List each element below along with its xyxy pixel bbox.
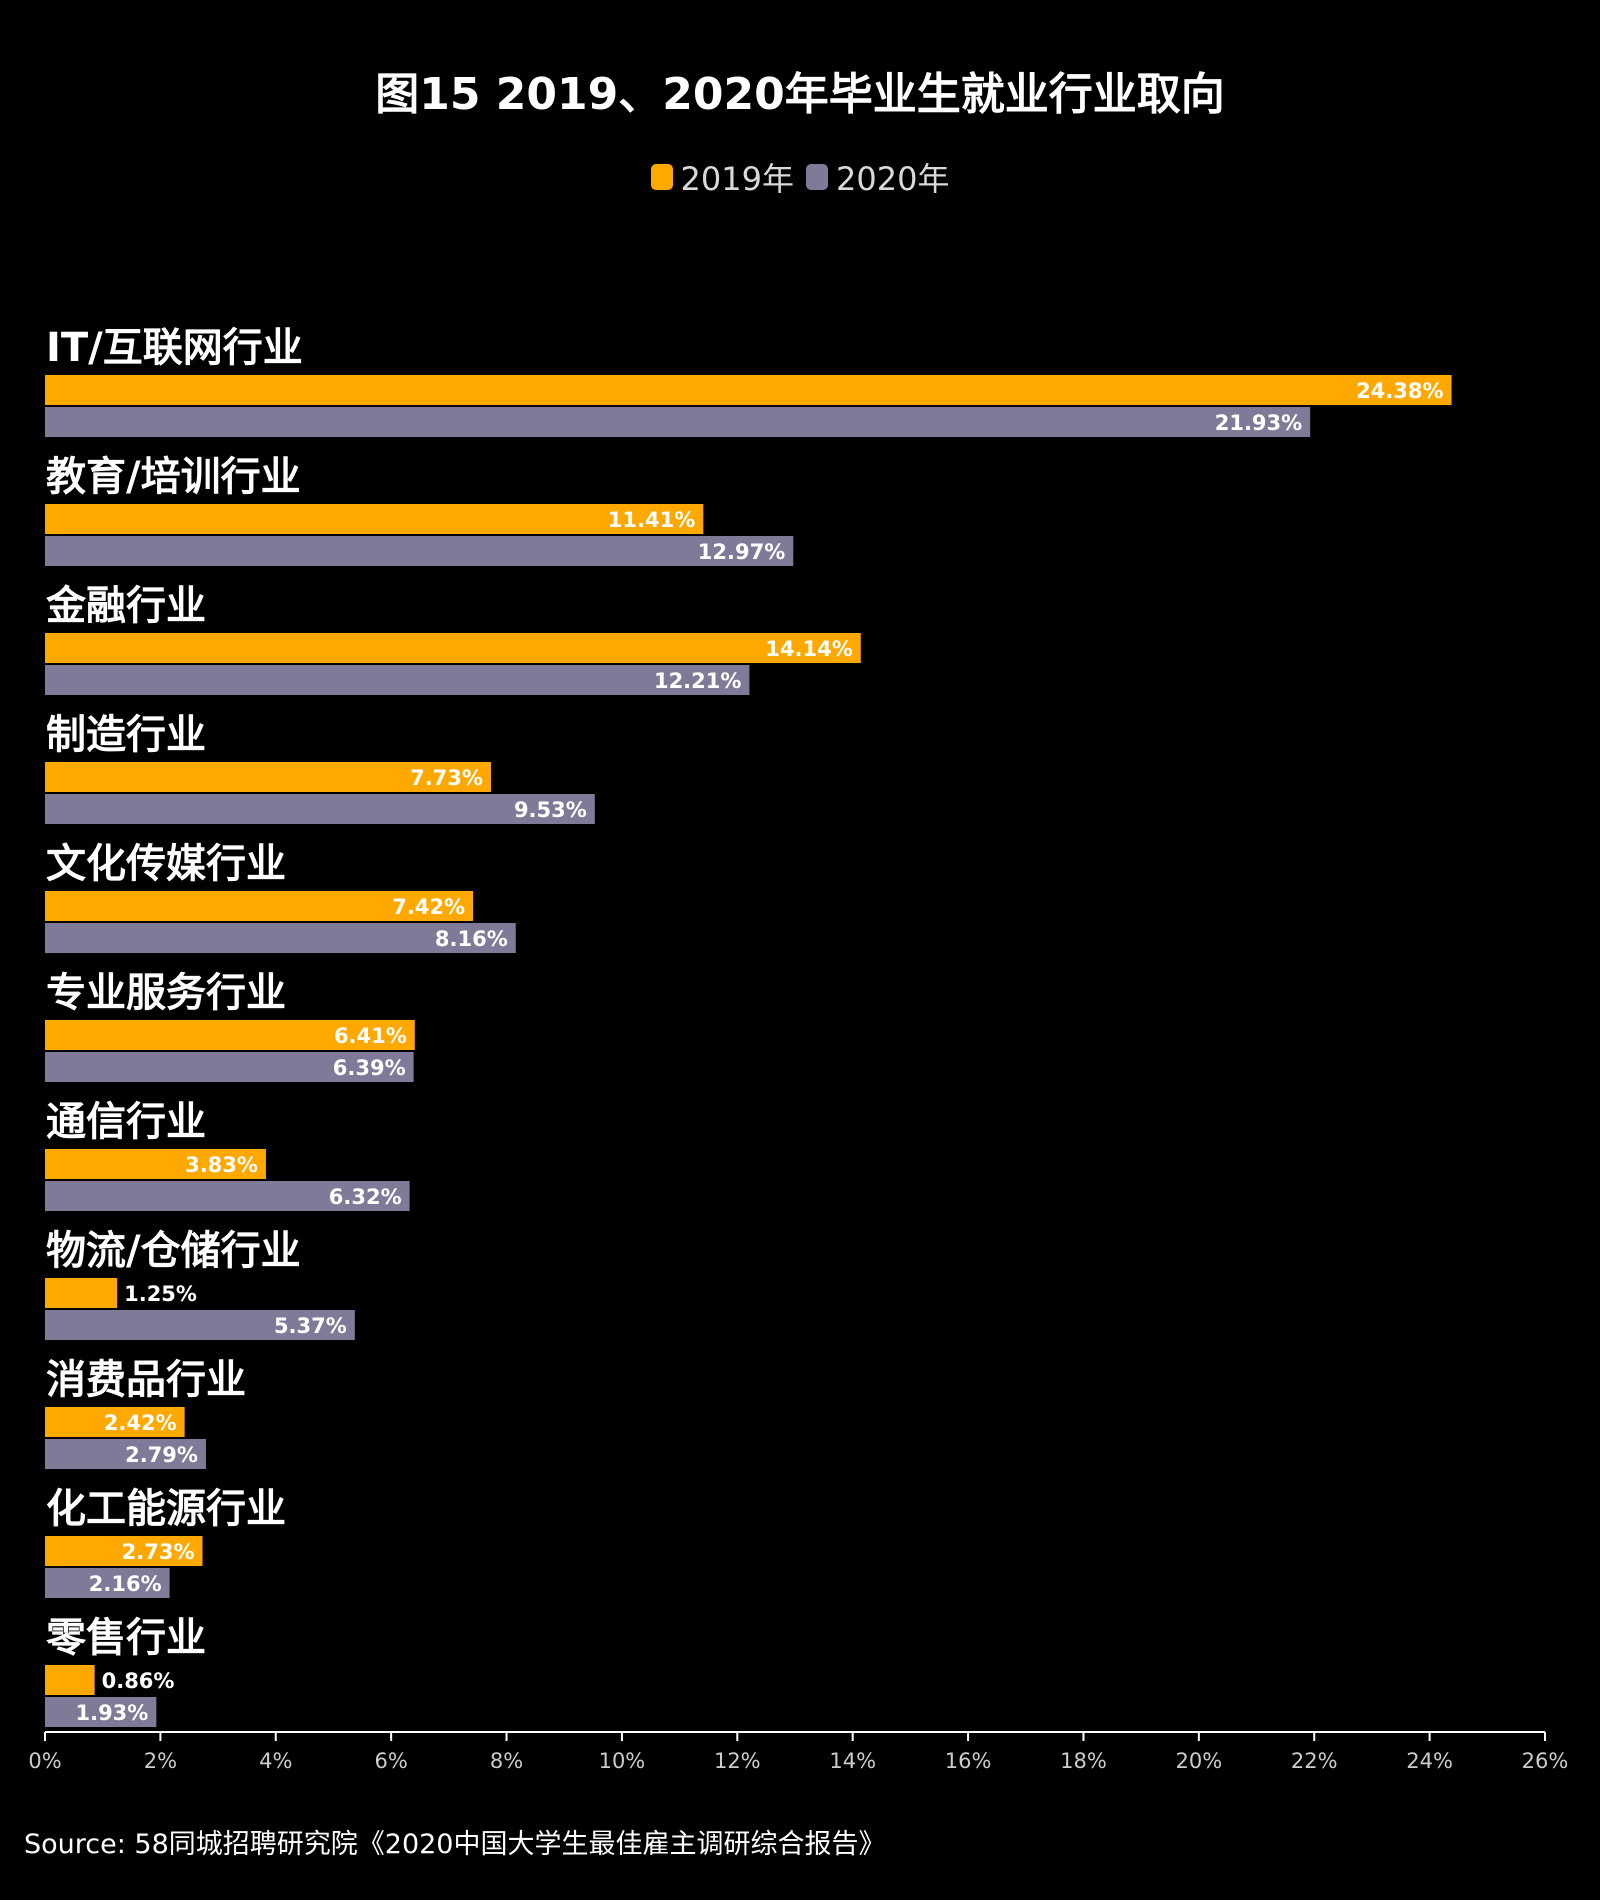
x-tick-label: 12% xyxy=(714,1749,761,1773)
chart-legend: 2019年 2020年 xyxy=(0,154,1600,200)
data-label: 14.14% xyxy=(765,637,852,661)
data-label: 7.73% xyxy=(410,766,483,790)
data-label: 5.37% xyxy=(274,1314,347,1338)
data-label: 2.73% xyxy=(122,1540,195,1564)
legend-swatch-2020 xyxy=(806,164,828,190)
x-tick-label: 26% xyxy=(1522,1749,1569,1773)
data-label: 2.79% xyxy=(125,1443,198,1467)
data-label: 6.39% xyxy=(333,1056,406,1080)
bar-2020 xyxy=(45,794,595,824)
x-tick-label: 8% xyxy=(490,1749,523,1773)
x-tick-label: 18% xyxy=(1060,1749,1107,1773)
category-label: 金融行业 xyxy=(45,583,206,629)
legend-label-2019: 2019年 xyxy=(680,160,794,198)
data-label: 0.86% xyxy=(102,1669,175,1693)
data-label: 12.21% xyxy=(654,669,741,693)
bar-2019 xyxy=(45,1278,118,1308)
source-note: Source: 58同城招聘研究院《2020中国大学生最佳雇主调研综合报告》 xyxy=(24,1829,886,1860)
x-tick-label: 0% xyxy=(28,1749,61,1773)
bar-2019 xyxy=(45,1020,415,1050)
legend-item-2019: 2019年 xyxy=(650,154,794,200)
bar-chart: IT/互联网行业 24.38% 21.93% 教育/培训行业 11.41%12.97% 金… xyxy=(28,325,1569,1773)
bar-2020 xyxy=(45,1310,355,1340)
category-label: 教育/培训行业 xyxy=(46,454,301,500)
category-label: 制造行业 xyxy=(46,712,206,758)
bar-2020 xyxy=(45,536,794,566)
x-tick-label: 6% xyxy=(374,1749,407,1773)
category-label: 专业服务行业 xyxy=(46,970,286,1016)
bar-2019 xyxy=(45,1407,185,1437)
category-label: 物流/仓储行业 xyxy=(46,1228,301,1274)
data-label: 7.42% xyxy=(392,895,465,919)
data-label: 11.41% xyxy=(608,508,695,532)
data-label: 2.16% xyxy=(89,1572,162,1596)
x-tick-label: 4% xyxy=(259,1749,292,1773)
data-label: 6.32% xyxy=(329,1185,402,1209)
category-label: 零售行业 xyxy=(46,1615,206,1661)
data-label: 6.41% xyxy=(334,1024,407,1048)
data-label: 21.93% xyxy=(1215,411,1302,435)
bar-2019 xyxy=(45,762,491,792)
bar-2019 xyxy=(45,504,704,534)
data-label: 1.25% xyxy=(124,1282,197,1306)
bar-2020 xyxy=(45,1052,414,1082)
x-tick-label: 2% xyxy=(144,1749,177,1773)
category-label: IT/互联网行业 xyxy=(46,325,303,371)
category-label: 通信行业 xyxy=(46,1099,206,1145)
category-label: 文化传媒行业 xyxy=(46,841,286,887)
x-tick-label: 20% xyxy=(1176,1749,1223,1773)
x-tick-label: 14% xyxy=(829,1749,876,1773)
data-label: 24.38% xyxy=(1356,379,1443,403)
bar-2019 xyxy=(45,1149,266,1179)
legend-label-2020: 2020年 xyxy=(836,160,950,198)
category-label: 消费品行业 xyxy=(46,1357,246,1403)
legend-item-2020: 2020年 xyxy=(806,154,949,200)
bar-2020 xyxy=(45,1697,157,1727)
data-label: 8.16% xyxy=(435,927,508,951)
bar-2019 xyxy=(45,1665,95,1695)
x-tick-label: 22% xyxy=(1291,1749,1338,1773)
bar-2020 xyxy=(45,923,516,953)
x-tick-label: 16% xyxy=(945,1749,992,1773)
data-label: 9.53% xyxy=(514,798,587,822)
bar-2020 xyxy=(45,1439,206,1469)
x-tick-label: 10% xyxy=(599,1749,646,1773)
data-label: 1.93% xyxy=(75,1701,148,1725)
bar-2020 xyxy=(45,407,1311,437)
data-label: 3.83% xyxy=(185,1153,258,1177)
bar-2020 xyxy=(45,1568,170,1598)
legend-swatch-2019 xyxy=(650,164,673,190)
data-label: 2.42% xyxy=(104,1411,177,1435)
data-label: 12.97% xyxy=(698,540,785,564)
category-label: 化工能源行业 xyxy=(46,1486,286,1532)
bar-2020 xyxy=(45,665,750,695)
x-tick-label: 24% xyxy=(1406,1749,1453,1773)
bar-2019 xyxy=(45,375,1452,405)
chart-title: 图15 2019、2020年毕业生就业行业取向 xyxy=(375,69,1225,120)
bar-2019 xyxy=(45,1536,203,1566)
bar-2019 xyxy=(45,633,861,663)
bar-2020 xyxy=(45,1181,410,1211)
bar-2019 xyxy=(45,891,474,921)
